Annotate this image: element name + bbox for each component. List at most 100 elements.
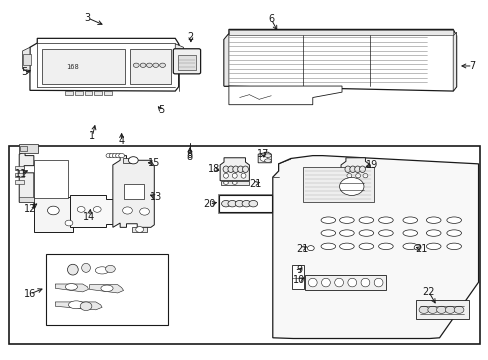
- Ellipse shape: [344, 166, 350, 172]
- Polygon shape: [220, 158, 249, 181]
- Bar: [42, 49, 125, 84]
- Text: 11: 11: [15, 168, 27, 179]
- Text: 5: 5: [21, 67, 27, 77]
- Text: 9: 9: [295, 265, 302, 275]
- Bar: [130, 49, 171, 84]
- Circle shape: [105, 265, 115, 273]
- Ellipse shape: [321, 230, 335, 236]
- Text: 16: 16: [24, 289, 36, 299]
- Ellipse shape: [232, 181, 237, 184]
- Circle shape: [106, 153, 112, 158]
- Polygon shape: [19, 146, 70, 209]
- Ellipse shape: [362, 174, 367, 178]
- Polygon shape: [70, 195, 113, 227]
- Text: 3: 3: [84, 13, 90, 23]
- Bar: [15, 166, 24, 170]
- Bar: [15, 173, 24, 177]
- Ellipse shape: [358, 243, 373, 249]
- Text: 13: 13: [149, 192, 162, 202]
- Polygon shape: [34, 160, 68, 198]
- Bar: [303, 167, 373, 202]
- Circle shape: [133, 63, 139, 67]
- Circle shape: [427, 306, 437, 314]
- Circle shape: [128, 157, 138, 164]
- Bar: [219, 195, 271, 212]
- Ellipse shape: [354, 166, 360, 172]
- Text: 4: 4: [118, 136, 124, 146]
- Polygon shape: [19, 197, 34, 202]
- Polygon shape: [30, 39, 178, 91]
- Text: 1: 1: [89, 131, 95, 141]
- Text: 21: 21: [414, 244, 427, 254]
- Ellipse shape: [339, 217, 353, 224]
- Ellipse shape: [358, 217, 373, 224]
- Ellipse shape: [81, 264, 90, 273]
- Circle shape: [80, 302, 92, 311]
- Ellipse shape: [264, 154, 271, 157]
- Ellipse shape: [446, 217, 461, 224]
- Ellipse shape: [426, 217, 440, 224]
- Text: 8: 8: [186, 152, 193, 162]
- Text: 18: 18: [208, 164, 220, 174]
- Polygon shape: [55, 302, 102, 310]
- Ellipse shape: [378, 230, 392, 236]
- Ellipse shape: [68, 301, 84, 309]
- Circle shape: [140, 63, 146, 67]
- Polygon shape: [224, 34, 228, 86]
- Ellipse shape: [349, 166, 355, 172]
- Ellipse shape: [359, 166, 365, 172]
- Text: 7: 7: [468, 61, 475, 71]
- Ellipse shape: [95, 267, 109, 274]
- Polygon shape: [228, 86, 341, 105]
- Ellipse shape: [242, 166, 248, 172]
- Bar: [9, 146, 479, 344]
- Ellipse shape: [101, 285, 113, 292]
- Polygon shape: [55, 284, 88, 292]
- Ellipse shape: [321, 278, 330, 287]
- Circle shape: [159, 63, 165, 67]
- Ellipse shape: [347, 278, 356, 287]
- Circle shape: [136, 226, 143, 232]
- Text: 22: 22: [422, 287, 434, 297]
- Polygon shape: [34, 197, 98, 232]
- Circle shape: [248, 201, 257, 207]
- Text: 15: 15: [148, 158, 160, 168]
- Circle shape: [227, 201, 236, 207]
- Ellipse shape: [378, 217, 392, 224]
- Polygon shape: [132, 226, 147, 232]
- Bar: [20, 145, 27, 151]
- Ellipse shape: [65, 284, 77, 290]
- Ellipse shape: [241, 173, 245, 178]
- Bar: [228, 30, 452, 35]
- Ellipse shape: [237, 166, 243, 172]
- Circle shape: [307, 246, 314, 251]
- Circle shape: [93, 207, 101, 212]
- Polygon shape: [258, 152, 271, 163]
- Text: 10: 10: [292, 275, 305, 285]
- Ellipse shape: [355, 174, 360, 178]
- Polygon shape: [272, 156, 478, 338]
- Polygon shape: [22, 47, 30, 72]
- Polygon shape: [122, 158, 131, 163]
- Bar: [415, 300, 468, 319]
- Ellipse shape: [339, 243, 353, 249]
- Circle shape: [153, 63, 158, 67]
- Ellipse shape: [334, 278, 343, 287]
- Bar: [15, 180, 24, 184]
- Ellipse shape: [223, 181, 228, 184]
- Text: 168: 168: [66, 64, 79, 70]
- Ellipse shape: [402, 230, 417, 236]
- Circle shape: [436, 306, 446, 314]
- Text: 19: 19: [366, 160, 378, 170]
- Text: 5: 5: [158, 105, 164, 116]
- Bar: [305, 275, 385, 290]
- Ellipse shape: [321, 243, 335, 249]
- Circle shape: [242, 201, 250, 207]
- Bar: [22, 54, 31, 65]
- Text: 12: 12: [24, 204, 36, 215]
- Circle shape: [418, 306, 428, 314]
- Ellipse shape: [232, 166, 238, 172]
- Polygon shape: [175, 44, 183, 69]
- Ellipse shape: [358, 230, 373, 236]
- Circle shape: [115, 153, 121, 158]
